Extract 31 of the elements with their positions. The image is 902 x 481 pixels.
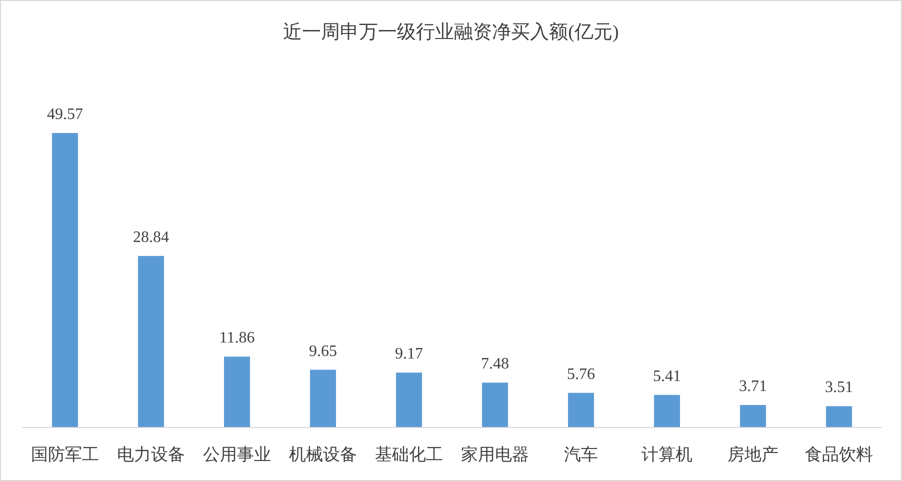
chart-title: 近一周申万一级行业融资净买入额(亿元) bbox=[283, 21, 619, 43]
data-label: 7.48 bbox=[481, 356, 509, 373]
x-tick-label: 计算机 bbox=[642, 445, 692, 465]
bar bbox=[826, 406, 852, 427]
bar bbox=[310, 370, 336, 427]
bar bbox=[740, 404, 766, 427]
data-label: 3.51 bbox=[825, 379, 853, 396]
bar bbox=[482, 382, 508, 427]
x-tick-label: 公用事业 bbox=[203, 445, 271, 465]
data-label: 3.71 bbox=[739, 378, 767, 395]
x-tick-label: 电力设备 bbox=[117, 445, 185, 465]
x-tick-label: 国防军工 bbox=[31, 445, 99, 465]
x-tick-label: 家用电器 bbox=[461, 445, 529, 465]
data-label: 49.57 bbox=[47, 106, 83, 123]
bar bbox=[224, 356, 250, 427]
bar bbox=[654, 394, 680, 427]
x-tick-label: 机械设备 bbox=[289, 445, 357, 465]
bar bbox=[396, 372, 422, 427]
bar bbox=[138, 256, 164, 427]
x-tick-label: 房地产 bbox=[728, 445, 778, 465]
data-label: 5.41 bbox=[653, 368, 681, 385]
x-tick-label: 基础化工 bbox=[375, 445, 443, 465]
data-label: 9.17 bbox=[395, 346, 423, 363]
bar bbox=[52, 133, 78, 427]
x-tick-label: 食品饮料 bbox=[805, 445, 873, 465]
data-label: 28.84 bbox=[133, 228, 169, 246]
data-label: 9.65 bbox=[309, 342, 337, 360]
x-tick-label: 汽车 bbox=[564, 445, 598, 465]
data-label: 5.76 bbox=[567, 366, 595, 383]
bar bbox=[568, 392, 594, 427]
data-label: 11.86 bbox=[219, 330, 255, 347]
